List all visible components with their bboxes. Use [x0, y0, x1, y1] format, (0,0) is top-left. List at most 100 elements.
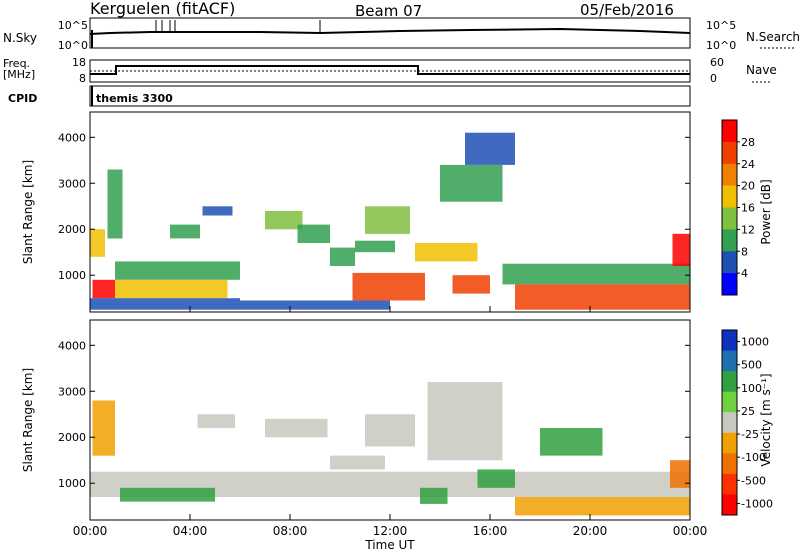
velocity-region — [330, 455, 385, 470]
nsky-tick-bottom: 10^0 — [58, 39, 88, 52]
nsearch-label: N.Search — [746, 30, 800, 44]
x-axis-label: Time UT — [364, 538, 415, 552]
freq-unit: [MHz] — [3, 68, 35, 81]
colorbar-segment — [722, 163, 737, 187]
colorbar-segment — [722, 207, 737, 230]
nsky-label: N.Sky — [3, 31, 37, 45]
y-tick-label: 3000 — [58, 177, 86, 190]
x-tick-label: 04:00 — [173, 524, 208, 538]
y-tick-label: 1000 — [58, 477, 86, 490]
nsearch-tick-top: 10^5 — [706, 19, 736, 32]
colorbar-segment — [722, 453, 737, 475]
power-region — [352, 272, 425, 301]
freq-panel: Freq. [MHz] 18 8 60 0 Nave — [3, 56, 777, 85]
colorbar-segment — [722, 330, 737, 352]
colorbar-segment — [722, 251, 737, 274]
power-region — [502, 263, 690, 285]
x-tick-label: 00:00 — [73, 524, 108, 538]
freq-label: Freq. — [3, 57, 30, 70]
velocity-region — [197, 414, 235, 429]
nsky-panel: N.Sky 10^5 10^0 10^5 10^0 N.Search — [3, 17, 800, 52]
y-tick-label: 2000 — [58, 223, 86, 236]
colorbar-tick-label: 100 — [741, 382, 762, 395]
colorbar-segment — [722, 432, 737, 454]
colorbar-segment — [722, 120, 737, 143]
colorbar-tick-label: 25 — [741, 405, 755, 418]
power-data-layer — [90, 132, 690, 310]
power-region — [92, 279, 115, 299]
cpid-panel: CPID themis 3300 — [8, 85, 691, 107]
station-title: Kerguelen (fitACF) — [90, 0, 235, 18]
power-y-axis: 1000 2000 3000 4000 — [58, 131, 690, 282]
x-tick-label: 08:00 — [273, 524, 308, 538]
colorbar-tick-label: 20 — [741, 180, 755, 193]
power-region — [202, 206, 233, 216]
velocity-panel: 1000 2000 3000 4000 Slant Range [km] 1000 50… — [21, 319, 773, 521]
power-colorbar-label: Power [dB] — [759, 179, 773, 244]
power-region — [170, 224, 200, 239]
cpid-value: themis 3300 — [96, 92, 173, 105]
velocity-region — [540, 428, 603, 456]
power-region — [465, 132, 515, 165]
nave-tick-top: 60 — [710, 56, 724, 69]
colorbar-frame — [721, 329, 738, 516]
date-title: 05/Feb/2016 — [580, 1, 674, 19]
colorbar-tick-label: -25 — [741, 428, 759, 441]
velocity-region — [477, 469, 515, 488]
y-tick-label: 1000 — [58, 269, 86, 282]
x-tick-label: 00:00 — [673, 524, 708, 538]
colorbar-segment — [722, 185, 737, 208]
power-region — [297, 224, 330, 243]
colorbar-segment — [722, 141, 737, 165]
velocity-region — [515, 497, 690, 516]
colorbar-tick-label: 1000 — [741, 336, 769, 349]
power-region — [90, 298, 240, 310]
power-region — [265, 210, 303, 230]
velocity-colorbar-label: Velocity [m s⁻¹] — [759, 373, 773, 466]
velocity-region — [92, 400, 115, 456]
velocity-region — [265, 418, 328, 438]
power-colorbar: 28 24 20 16 12 8 4 — [721, 119, 755, 296]
colorbar-segment — [722, 229, 737, 252]
power-region — [452, 275, 490, 294]
colorbar-segment — [722, 412, 737, 434]
power-panel: 1000 2000 3000 4000 Slant Range [km] 28 24 20… — [21, 111, 773, 313]
nsky-trace — [89, 27, 691, 35]
nave-tick-bottom: 0 — [710, 72, 717, 85]
power-region — [365, 206, 410, 234]
cpid-label: CPID — [8, 92, 37, 105]
power-region — [672, 233, 690, 266]
freq-tick-top: 18 — [72, 56, 86, 69]
x-tick-label: 20:00 — [573, 524, 608, 538]
power-region — [355, 240, 395, 253]
freq-tick-bottom: 8 — [79, 72, 86, 85]
colorbar-tick-label: 24 — [741, 158, 755, 171]
power-region — [330, 247, 355, 266]
x-tick-label: 12:00 — [373, 524, 408, 538]
colorbar-segment — [722, 371, 737, 393]
time-x-axis: 00:00 04:00 08:00 12:00 16:00 20:00 00:00 — [73, 306, 708, 538]
velocity-colorbar: 1000 500 100 25 -25 -100 -500 -1000 — [721, 329, 773, 516]
velocity-data-layer — [90, 382, 690, 516]
nsearch-tick-bottom: 10^0 — [706, 39, 736, 52]
colorbar-segment — [722, 273, 737, 296]
x-tick-label: 16:00 — [473, 524, 508, 538]
colorbar-tick-label: 500 — [741, 359, 762, 372]
beam-title: Beam 07 — [355, 2, 422, 20]
colorbar-segment — [722, 350, 737, 372]
power-ylabel: Slant Range [km] — [21, 160, 35, 264]
power-region — [90, 229, 105, 257]
y-tick-label: 4000 — [58, 339, 86, 352]
y-tick-label: 3000 — [58, 385, 86, 398]
colorbar-tick-label: 4 — [741, 267, 748, 280]
velocity-region — [670, 460, 690, 488]
velocity-ylabel: Slant Range [km] — [21, 368, 35, 472]
colorbar-segment — [722, 473, 737, 495]
colorbar-tick-label: -1000 — [741, 497, 773, 510]
velocity-region — [427, 382, 503, 461]
nsky-tick-top: 10^5 — [58, 19, 88, 32]
velocity-y-axis: 1000 2000 3000 4000 — [58, 339, 690, 490]
power-region — [115, 261, 240, 280]
velocity-region — [420, 487, 448, 504]
